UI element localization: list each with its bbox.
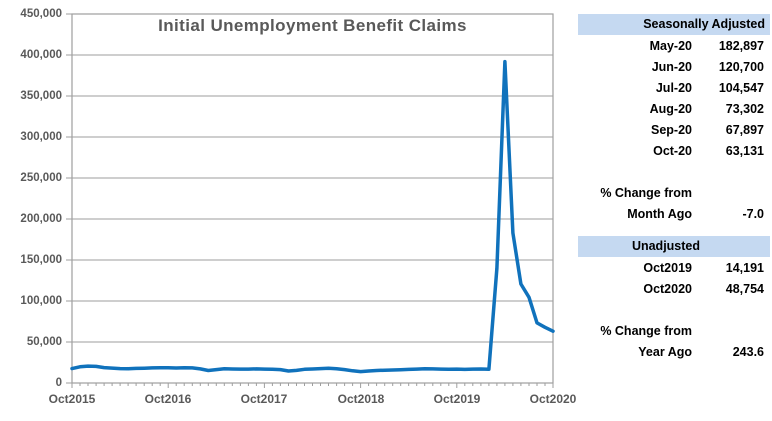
pct-change-label: % Change from	[600, 323, 692, 338]
row-label: Oct-20	[653, 143, 692, 158]
y-axis-tick-label: 350,000	[20, 90, 62, 102]
x-axis-tick-label: Oct2017	[240, 392, 288, 406]
x-axis-tick-label: Oct2020	[529, 392, 577, 406]
row-value: 104,547	[718, 80, 764, 95]
y-axis-tick-label: 450,000	[20, 8, 62, 20]
claims-chart: Initial Unemployment Benefit Claims 0 50…	[20, 8, 576, 406]
table-row: May-20 182,897	[578, 35, 770, 56]
row-label: May-20	[649, 38, 692, 53]
row-value: 182,897	[718, 38, 764, 53]
row-label: Sep-20	[651, 122, 692, 137]
y-axis-tick-label: 250,000	[20, 172, 62, 184]
pct-change-value: 243.6	[732, 344, 764, 359]
table-row: Oct2019 14,191	[578, 257, 770, 278]
y-axis-tick-label: 200,000	[20, 213, 62, 225]
x-axis-tick-label: Oct2019	[433, 392, 481, 406]
pct-change-month-line1: % Change from	[578, 182, 770, 203]
table-row: Jul-20 104,547	[578, 77, 770, 98]
row-label: Oct2019	[643, 260, 692, 275]
pct-change-year-line1: % Change from	[578, 320, 770, 341]
y-axis-tick-label: 100,000	[20, 295, 62, 307]
x-axis-tick-label: Oct2018	[337, 392, 385, 406]
row-value: 73,302	[725, 101, 764, 116]
table-row: Jun-20 120,700	[578, 56, 770, 77]
line-plot	[66, 13, 555, 388]
y-axis-tick-label: 50,000	[26, 336, 62, 348]
pct-change-year-line2: Year Ago 243.6	[578, 341, 770, 362]
y-axis-tick-label: 300,000	[20, 131, 62, 143]
unadjusted-header: Unadjusted	[578, 236, 770, 257]
pct-change-month-line2: Month Ago -7.0	[578, 203, 770, 224]
spacer	[578, 224, 770, 236]
row-label: Jun-20	[651, 59, 692, 74]
y-axis-tick-label: 0	[55, 377, 62, 389]
row-label: Oct2020	[643, 281, 692, 296]
row-value: 14,191	[725, 260, 764, 275]
row-value: 120,700	[718, 59, 764, 74]
pct-change-label: Year Ago	[638, 344, 692, 359]
pct-change-label: % Change from	[600, 185, 692, 200]
seasonally-adjusted-header: Seasonally Adjusted	[578, 14, 770, 35]
table-row: Sep-20 67,897	[578, 119, 770, 140]
table-row: Oct-20 63,131	[578, 140, 770, 161]
chart-title: Initial Unemployment Benefit Claims	[158, 16, 467, 35]
stats-panel: Seasonally Adjusted May-20 182,897 Jun-2…	[578, 14, 770, 362]
x-axis-tick-label: Oct2015	[48, 392, 96, 406]
spacer	[578, 161, 770, 182]
row-label: Jul-20	[655, 80, 692, 95]
table-row: Oct2020 48,754	[578, 278, 770, 299]
row-value: 48,754	[725, 281, 764, 296]
table-row: Aug-20 73,302	[578, 98, 770, 119]
pct-change-value: -7.0	[742, 206, 764, 221]
pct-change-label: Month Ago	[627, 206, 692, 221]
spacer	[578, 299, 770, 320]
x-axis-tick-label: Oct2016	[144, 392, 192, 406]
row-value: 67,897	[725, 122, 764, 137]
row-label: Aug-20	[649, 101, 692, 116]
y-axis-tick-label: 150,000	[20, 254, 62, 266]
y-axis-tick-label: 400,000	[20, 49, 62, 61]
row-value: 63,131	[725, 143, 764, 158]
